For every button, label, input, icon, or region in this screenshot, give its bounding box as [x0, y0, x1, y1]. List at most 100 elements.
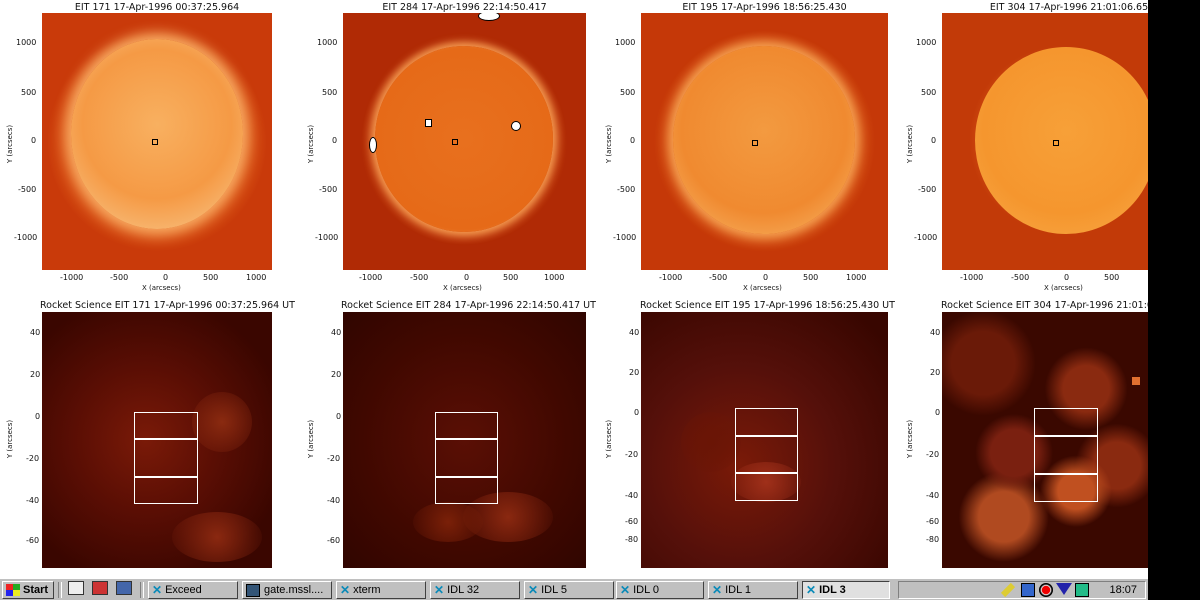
- y-tick: 0: [336, 412, 342, 421]
- x-tick: 500: [503, 273, 519, 282]
- record-icon[interactable]: [1039, 583, 1053, 597]
- y-tick: 500: [21, 88, 37, 97]
- y-axis-label: Y (arcsecs): [6, 124, 14, 164]
- x-axis-label: X (arcsecs): [743, 284, 782, 292]
- y-tick: -60: [26, 536, 40, 545]
- start-label: Start: [23, 584, 49, 596]
- y-tick: 40: [930, 328, 941, 337]
- x-tick: 500: [803, 273, 819, 282]
- terminal-icon: [246, 583, 260, 597]
- taskbar-button-label: IDL 1: [725, 584, 751, 596]
- x-icon: ✕: [806, 583, 817, 597]
- y-tick: 0: [634, 408, 640, 417]
- start-button[interactable]: Start: [2, 581, 54, 599]
- y-tick: -500: [617, 185, 636, 194]
- y-axis-label: Y (arcsecs): [307, 124, 315, 164]
- x-axis-label: X (arcsecs): [142, 284, 181, 292]
- app-icon[interactable]: [92, 581, 108, 595]
- y-axis-label: Y (arcsecs): [906, 124, 914, 164]
- y-tick: -20: [625, 450, 639, 459]
- zoom-image-284: [343, 312, 586, 568]
- sun-image-284: [343, 13, 586, 270]
- exceed-icon: ✕: [152, 583, 163, 597]
- y-tick: -1000: [613, 233, 637, 242]
- y-tick: -40: [26, 496, 40, 505]
- x-tick: -1000: [60, 273, 84, 282]
- y-tick: 0: [630, 136, 636, 145]
- y-tick: -20: [327, 454, 341, 463]
- y-tick: -60: [327, 536, 341, 545]
- y-tick: -500: [319, 185, 338, 194]
- desktop-icon[interactable]: [68, 581, 84, 595]
- network-icon[interactable]: [116, 581, 132, 595]
- windows-logo-icon: [6, 584, 20, 596]
- x-tick: -500: [1011, 273, 1030, 282]
- taskbar-button-label: IDL 3: [819, 584, 846, 596]
- y-tick: 40: [30, 328, 41, 337]
- y-tick: 1000: [16, 38, 37, 47]
- x-icon: ✕: [620, 583, 631, 597]
- shield-icon[interactable]: [1075, 583, 1089, 597]
- taskbar-button-label: Exceed: [165, 584, 202, 596]
- y-tick: 1000: [916, 38, 937, 47]
- y-tick: 500: [620, 88, 636, 97]
- y-axis-label: Y (arcsecs): [307, 419, 315, 459]
- x-axis-label: X (arcsecs): [443, 284, 482, 292]
- x-tick: -500: [709, 273, 728, 282]
- y-tick: -80: [926, 535, 940, 544]
- y-tick: -60: [926, 517, 940, 526]
- taskbar-button-label: IDL 0: [633, 584, 659, 596]
- separator: [58, 582, 62, 598]
- taskbar-button-gate[interactable]: gate.mssl....: [242, 581, 332, 599]
- x-tick: -500: [410, 273, 429, 282]
- x-icon: ✕: [340, 583, 351, 597]
- y-tick: -40: [625, 491, 639, 500]
- panel-title: Rocket Science EIT 171 17-Apr-1996 00:37…: [40, 300, 295, 311]
- taskbar-button-idl3[interactable]: ✕ IDL 3: [802, 581, 890, 599]
- y-tick: 1000: [615, 38, 636, 47]
- y-axis-label: Y (arcsecs): [605, 419, 613, 459]
- zoom-image-171: [42, 312, 272, 568]
- x-tick: 1000: [846, 273, 867, 282]
- panel-title: EIT 171 17-Apr-1996 00:37:25.964: [74, 2, 240, 13]
- taskbar-button-idl0[interactable]: ✕ IDL 0: [616, 581, 704, 599]
- x-tick: 0: [763, 273, 769, 282]
- plot-window: EIT 171 17-Apr-1996 00:37:25.964 Y (arcs…: [6, 2, 1148, 568]
- y-tick: -40: [327, 496, 341, 505]
- panel-title: Rocket Science EIT 304 17-Apr-1996 21:01…: [941, 300, 1148, 311]
- y-tick: 0: [31, 136, 37, 145]
- y-tick: 40: [331, 328, 342, 337]
- sun-image-195: [641, 13, 888, 270]
- clock: 18:07: [1109, 584, 1137, 596]
- y-tick: 20: [629, 368, 640, 377]
- volume-icon[interactable]: [1056, 583, 1072, 595]
- y-tick: 20: [30, 370, 41, 379]
- x-tick: -1000: [359, 273, 383, 282]
- y-tick: 0: [35, 412, 41, 421]
- x-icon: ✕: [528, 583, 539, 597]
- x-tick: -1000: [659, 273, 683, 282]
- panel-title: EIT 304 17-Apr-1996 21:01:06.659: [989, 2, 1148, 13]
- pencil-icon[interactable]: [1000, 582, 1016, 598]
- sun-image-171: [42, 13, 272, 270]
- taskbar-button-idl1[interactable]: ✕ IDL 1: [708, 581, 798, 599]
- taskbar-button-idl5[interactable]: ✕ IDL 5: [524, 581, 614, 599]
- taskbar-button-label: xterm: [353, 584, 381, 596]
- monitor-icon[interactable]: [1021, 583, 1035, 597]
- y-tick: -20: [26, 454, 40, 463]
- x-icon: ✕: [712, 583, 723, 597]
- taskbar-button-label: gate.mssl....: [264, 584, 324, 596]
- x-tick: 500: [203, 273, 219, 282]
- taskbar-button-xterm[interactable]: ✕ xterm: [336, 581, 426, 599]
- separator: [140, 582, 144, 598]
- x-tick: -1000: [960, 273, 984, 282]
- sun-image-304: [942, 13, 1148, 270]
- y-tick: 20: [331, 370, 342, 379]
- system-tray: 18:07: [898, 581, 1146, 599]
- taskbar: Start ✕ Exceed gate.mssl.... ✕ xterm ✕ IDL …: [0, 578, 1148, 600]
- taskbar-button-exceed[interactable]: ✕ Exceed: [148, 581, 238, 599]
- x-tick: 0: [1064, 273, 1070, 282]
- taskbar-button-idl32[interactable]: ✕ IDL 32: [430, 581, 520, 599]
- y-tick: -1000: [315, 233, 339, 242]
- x-tick: 0: [464, 273, 470, 282]
